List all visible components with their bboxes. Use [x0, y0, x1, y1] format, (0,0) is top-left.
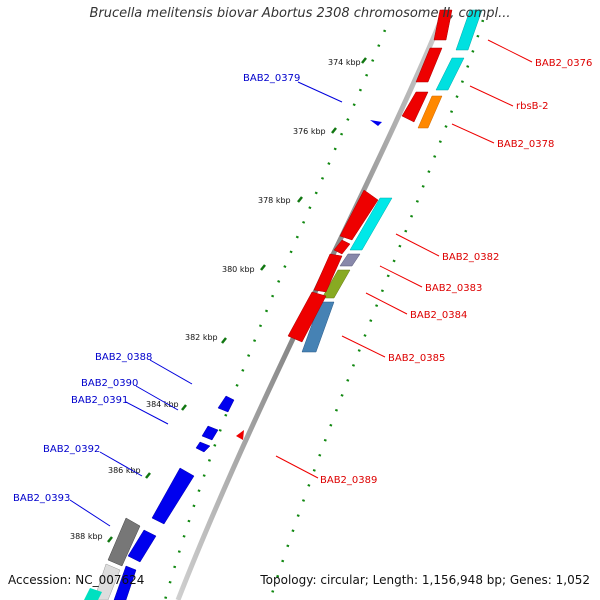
forward-leader-lines	[275, 39, 533, 479]
gene-label[interactable]: BAB2_0384	[410, 310, 467, 321]
cds-block	[349, 197, 393, 251]
tick-label: 388 kbp	[70, 532, 103, 541]
gene-arrow-reverse	[151, 467, 195, 525]
gene-arrow-reverse	[370, 120, 382, 126]
gene-label[interactable]: BAB2_0385	[388, 353, 445, 364]
tick-labels: 374 kbp 376 kbp 378 kbp 380 kbp 382 kbp …	[70, 58, 361, 541]
gene-arrow-forward	[339, 189, 379, 241]
forward-gene-track	[236, 9, 453, 440]
tick-label: 384 kbp	[146, 400, 179, 409]
gene-label[interactable]: BAB2_0376	[535, 58, 592, 69]
cds-block	[455, 9, 483, 51]
leader-line	[451, 123, 495, 144]
leader-line	[469, 85, 514, 107]
tick-label: 376 kbp	[293, 127, 326, 136]
topology-text: Topology: circular; Length: 1,156,948 bp…	[260, 573, 590, 587]
gene-arrow-forward	[415, 47, 443, 83]
leader-line	[149, 359, 193, 385]
reverse-gene-labels: BAB2_0379 BAB2_0388 BAB2_0390 BAB2_0391 …	[13, 73, 300, 504]
cds-block	[93, 563, 121, 600]
gene-arrow-forward	[333, 239, 351, 255]
tick-mark	[331, 127, 337, 134]
gene-label[interactable]: BAB2_0391	[71, 395, 128, 406]
gene-label[interactable]: BAB2_0378	[497, 139, 554, 150]
gene-label[interactable]: BAB2_0392	[43, 444, 100, 455]
gene-arrow-reverse	[127, 529, 157, 563]
gene-arrow-forward	[433, 9, 453, 41]
cds-block	[84, 588, 102, 600]
gene-label[interactable]: BAB2_0390	[81, 378, 138, 389]
leader-line	[297, 81, 343, 103]
cds-block	[301, 301, 335, 353]
tick-ring	[163, 29, 387, 600]
leader-line	[275, 455, 319, 479]
tick-label: 380 kbp	[222, 265, 255, 274]
gene-label[interactable]: rbsB-2	[516, 101, 549, 112]
leader-line	[365, 292, 408, 315]
tick-label: 382 kbp	[185, 333, 218, 342]
tick-marks	[107, 57, 367, 543]
gene-label[interactable]: BAB2_0382	[442, 252, 499, 263]
cds-block	[417, 95, 443, 129]
tick-mark	[107, 536, 113, 543]
cds-block	[107, 517, 141, 567]
tick-label: 374 kbp	[328, 58, 361, 67]
leader-line	[99, 451, 143, 477]
gene-arrow-reverse	[113, 565, 137, 600]
tick-mark	[260, 264, 266, 271]
tick-mark	[221, 337, 227, 344]
leader-line	[487, 39, 533, 63]
cds-block	[435, 57, 465, 91]
leader-line	[395, 233, 440, 257]
reverse-leader-lines	[69, 81, 343, 527]
accession-text: Accession: NC_007624	[8, 573, 145, 587]
cds-forward-track	[301, 9, 483, 353]
tick-mark	[145, 472, 151, 479]
reverse-gene-track	[113, 120, 382, 600]
gene-arrow-reverse	[201, 425, 219, 441]
tick-mark	[181, 404, 187, 411]
leader-line	[341, 335, 386, 358]
forward-gene-labels: BAB2_0376 rbsB-2 BAB2_0378 BAB2_0382 BAB…	[320, 58, 592, 486]
leader-line	[69, 499, 111, 527]
gene-arrow-reverse	[195, 441, 211, 453]
gene-label[interactable]: BAB2_0388	[95, 352, 152, 363]
map-title: Brucella melitensis biovar Abortus 2308 …	[89, 6, 511, 21]
gene-arrow-forward	[287, 291, 327, 343]
gene-label[interactable]: BAB2_0383	[425, 283, 482, 294]
gene-label[interactable]: BAB2_0379	[243, 73, 300, 84]
tick-mark	[361, 57, 367, 64]
gene-label[interactable]: BAB2_0389	[320, 475, 377, 486]
tick-label: 386 kbp	[108, 466, 141, 475]
gene-label[interactable]: BAB2_0393	[13, 493, 70, 504]
gene-arrow-forward	[401, 91, 429, 123]
cds-block	[339, 253, 361, 267]
leader-line	[135, 385, 179, 411]
gene-arrow-reverse	[217, 395, 235, 413]
tick-mark	[297, 196, 303, 203]
tick-label: 378 kbp	[258, 196, 291, 205]
gene-arrow-forward	[313, 253, 343, 293]
leader-line	[125, 401, 169, 425]
leader-line	[379, 265, 423, 288]
gene-arrow-forward	[236, 430, 244, 440]
cds-reverse-track	[84, 517, 141, 600]
